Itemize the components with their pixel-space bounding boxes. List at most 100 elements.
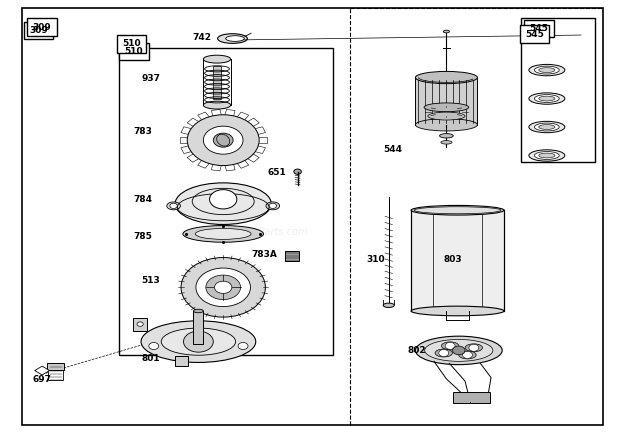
- Bar: [213, 66, 221, 99]
- Ellipse shape: [294, 169, 301, 174]
- Bar: [175, 356, 188, 366]
- Ellipse shape: [383, 303, 394, 307]
- Polygon shape: [35, 366, 50, 375]
- Ellipse shape: [534, 152, 559, 159]
- Ellipse shape: [435, 349, 453, 357]
- Ellipse shape: [539, 125, 555, 130]
- Circle shape: [463, 351, 472, 358]
- Ellipse shape: [425, 339, 493, 361]
- Text: 513: 513: [141, 276, 160, 285]
- Bar: [133, 318, 147, 331]
- Text: 784: 784: [133, 195, 153, 204]
- Ellipse shape: [203, 101, 231, 109]
- Bar: [453, 392, 490, 403]
- Ellipse shape: [539, 153, 555, 158]
- Ellipse shape: [465, 344, 482, 352]
- Ellipse shape: [534, 95, 559, 102]
- Ellipse shape: [441, 342, 459, 350]
- Circle shape: [445, 343, 455, 350]
- Ellipse shape: [428, 112, 465, 120]
- Text: 309: 309: [29, 26, 48, 35]
- Ellipse shape: [415, 336, 502, 364]
- Ellipse shape: [534, 66, 559, 74]
- Ellipse shape: [226, 36, 244, 41]
- Text: 545: 545: [529, 24, 548, 33]
- Text: 697: 697: [32, 375, 51, 384]
- Ellipse shape: [415, 119, 477, 131]
- Text: 802: 802: [408, 346, 427, 355]
- Text: 937: 937: [141, 74, 161, 83]
- Circle shape: [203, 126, 243, 154]
- Ellipse shape: [443, 30, 449, 33]
- Text: 785: 785: [133, 232, 152, 241]
- Ellipse shape: [167, 202, 180, 210]
- Text: 742: 742: [192, 33, 211, 42]
- Ellipse shape: [529, 64, 565, 76]
- Circle shape: [213, 133, 233, 147]
- Bar: [119, 48, 333, 355]
- Circle shape: [187, 115, 259, 166]
- Ellipse shape: [415, 71, 477, 84]
- Circle shape: [238, 343, 248, 350]
- Circle shape: [196, 268, 250, 307]
- Text: 545: 545: [525, 30, 544, 39]
- Ellipse shape: [441, 141, 452, 144]
- Ellipse shape: [411, 306, 504, 316]
- Circle shape: [184, 331, 213, 352]
- Bar: [47, 363, 64, 370]
- Text: 544: 544: [383, 145, 402, 154]
- Text: 510: 510: [125, 47, 143, 56]
- Circle shape: [453, 346, 465, 355]
- Ellipse shape: [424, 103, 469, 112]
- Ellipse shape: [161, 328, 236, 355]
- Text: 310: 310: [366, 255, 385, 264]
- Ellipse shape: [175, 183, 272, 224]
- Bar: [48, 367, 63, 380]
- Ellipse shape: [459, 351, 476, 359]
- Ellipse shape: [529, 93, 565, 104]
- Text: 783: 783: [133, 127, 152, 136]
- Ellipse shape: [203, 55, 231, 63]
- Text: eReplacementParts.com: eReplacementParts.com: [188, 227, 308, 237]
- Bar: [117, 35, 146, 53]
- Text: 783A: 783A: [251, 251, 277, 259]
- Ellipse shape: [534, 123, 559, 131]
- Ellipse shape: [195, 229, 251, 239]
- Circle shape: [181, 258, 265, 317]
- Text: 651: 651: [268, 168, 286, 177]
- Text: 309: 309: [33, 23, 51, 32]
- Ellipse shape: [411, 205, 504, 215]
- Ellipse shape: [539, 96, 555, 101]
- Text: 801: 801: [141, 354, 160, 363]
- Bar: [411, 210, 504, 311]
- Ellipse shape: [539, 68, 555, 72]
- Circle shape: [170, 203, 177, 208]
- Ellipse shape: [218, 34, 247, 43]
- Ellipse shape: [529, 121, 565, 133]
- Bar: [24, 22, 53, 39]
- Circle shape: [269, 203, 277, 208]
- Ellipse shape: [266, 202, 280, 210]
- Circle shape: [210, 190, 237, 209]
- Circle shape: [137, 322, 143, 326]
- Ellipse shape: [529, 150, 565, 161]
- Bar: [521, 18, 595, 162]
- Bar: [119, 43, 149, 60]
- Bar: [193, 311, 203, 344]
- Circle shape: [206, 275, 241, 300]
- Circle shape: [149, 343, 159, 350]
- Ellipse shape: [183, 226, 264, 242]
- Circle shape: [215, 281, 232, 293]
- Circle shape: [439, 350, 449, 357]
- Ellipse shape: [440, 134, 453, 138]
- Bar: [27, 18, 57, 36]
- Text: 803: 803: [443, 255, 462, 264]
- Bar: [415, 78, 477, 125]
- Text: 510: 510: [122, 39, 141, 48]
- Bar: [520, 25, 549, 43]
- Bar: [285, 251, 299, 261]
- Circle shape: [469, 344, 479, 351]
- Ellipse shape: [193, 309, 203, 313]
- Ellipse shape: [141, 321, 255, 363]
- Bar: [524, 20, 554, 37]
